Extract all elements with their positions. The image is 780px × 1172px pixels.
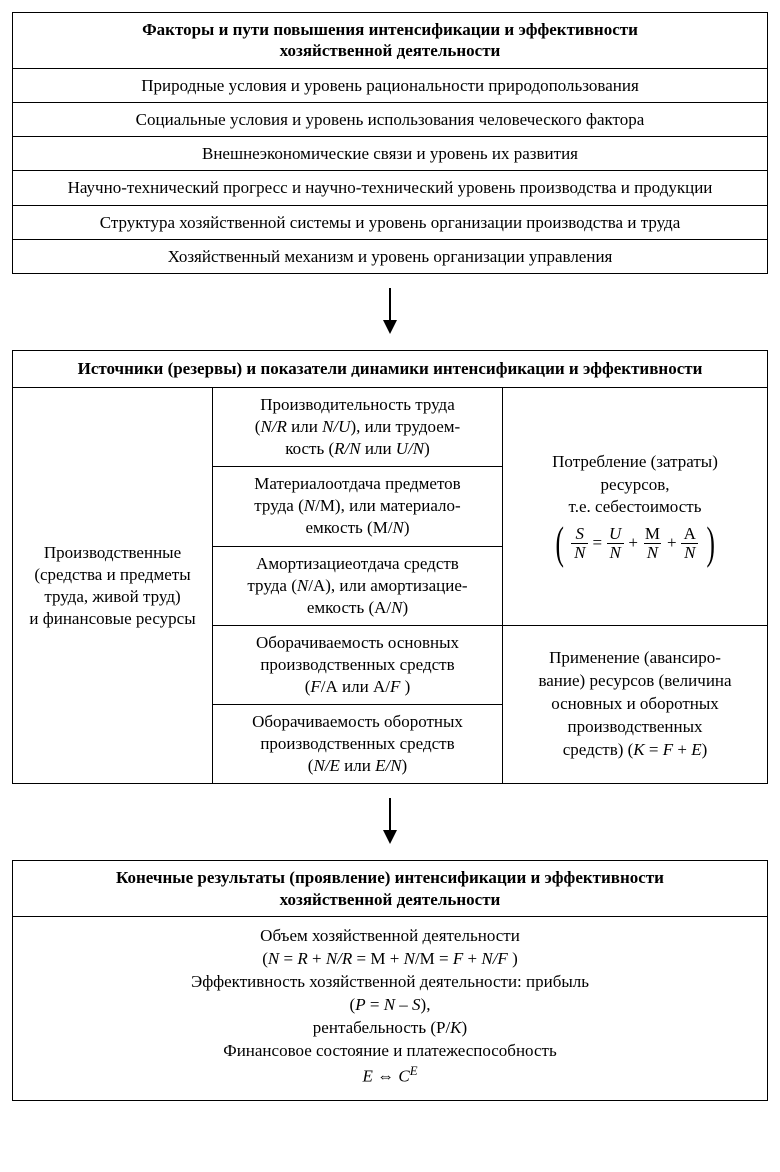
- factors-title-line2: хозяйственной деятельности: [280, 41, 501, 60]
- mid-row-4: Оборачиваемость основных производственны…: [213, 626, 503, 705]
- profitability-line: рентабельность (Р/K): [23, 1017, 757, 1040]
- factor-row: Научно-технический прогресс и научно-тех…: [13, 171, 767, 205]
- factor-row: Структура хозяйственной системы и уровен…: [13, 206, 767, 240]
- factor-row: Внешнеэкономические связи и уровень их р…: [13, 137, 767, 171]
- right-cell-capital: Применение (авансиро- вание) ресурсов (в…: [503, 626, 767, 784]
- cost-formula: ( SN = UN + МN + АN ): [552, 525, 718, 562]
- mid-row-3: Амортизациеотдача средств труда (N/А), и…: [213, 547, 503, 626]
- factors-block: Факторы и пути повышения интенсификации …: [12, 12, 768, 274]
- factors-title: Факторы и пути повышения интенсификации …: [13, 13, 767, 69]
- right-cell-cost: Потребление (затраты) ресурсов, т.е. себ…: [503, 388, 767, 626]
- mid-row-1: Производительность труда (N/R или N/U), …: [213, 388, 503, 467]
- profit-formula: (P = N – S),: [23, 994, 757, 1017]
- factor-row: Социальные условия и уровень использован…: [13, 103, 767, 137]
- results-title: Конечные результаты (проявление) интенси…: [13, 861, 767, 917]
- results-block: Конечные результаты (проявление) интенси…: [12, 860, 768, 1101]
- mid-row-2: Материалоотдача предметов труда (N/М), и…: [213, 467, 503, 546]
- factor-row: Хозяйственный механизм и уровень организ…: [13, 240, 767, 273]
- mid-row-5: Оборачиваемость оборотных производственн…: [213, 705, 503, 783]
- sources-title: Источники (резервы) и показатели динамик…: [13, 351, 767, 388]
- factor-row: Природные условия и уровень рациональнос…: [13, 69, 767, 103]
- volume-formula: (N = R + N/R = М + N/М = F + N/F ): [23, 948, 757, 971]
- solvency-formula: E ⇔ CE: [23, 1063, 757, 1089]
- results-body: Объем хозяйственной деятельности (N = R …: [13, 917, 767, 1100]
- arrow-1: [12, 274, 768, 350]
- sources-left-label: Производственные (средства и предметы тр…: [13, 388, 213, 783]
- factors-title-line1: Факторы и пути повышения интенсификации …: [142, 20, 638, 39]
- arrow-2: [12, 784, 768, 860]
- sources-block: Источники (резервы) и показатели динамик…: [12, 350, 768, 784]
